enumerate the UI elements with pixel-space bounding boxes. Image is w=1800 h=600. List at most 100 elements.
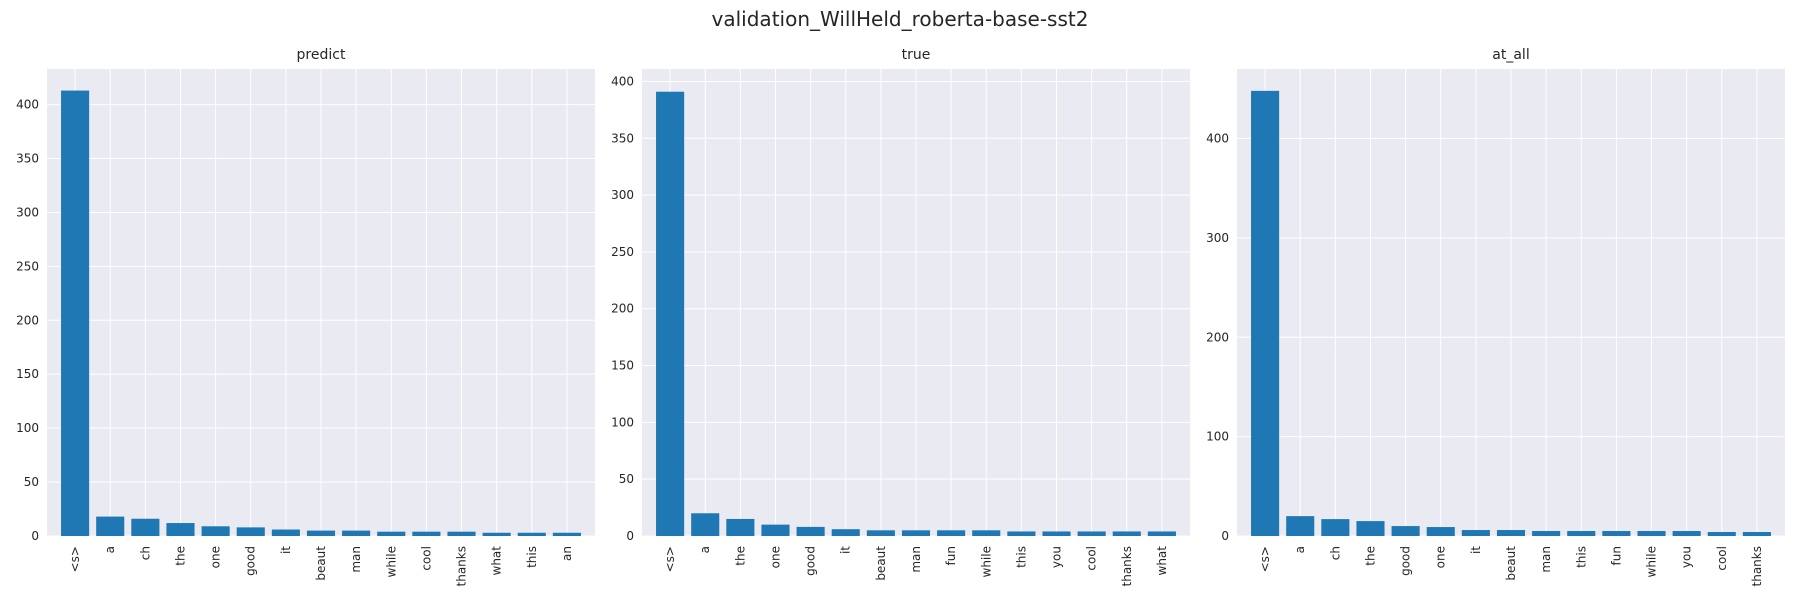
- y-tick-label: 350: [16, 152, 39, 166]
- bar: [1042, 531, 1071, 536]
- bar: [1637, 531, 1666, 536]
- x-tick-label: fun: [944, 546, 958, 565]
- bar: [1707, 532, 1736, 536]
- x-tick-label: a: [103, 546, 117, 553]
- y-tick-label: 300: [16, 205, 39, 219]
- bar: [1426, 527, 1455, 536]
- x-tick-label: <s>: [1258, 546, 1272, 572]
- x-tick-label: while: [384, 546, 398, 577]
- x-tick-label: cool: [1085, 546, 1099, 571]
- bar: [517, 532, 546, 536]
- bar: [972, 530, 1001, 536]
- bar: [482, 532, 511, 536]
- bar: [937, 530, 966, 536]
- bar: [61, 90, 90, 537]
- y-tick-label: 50: [619, 472, 634, 486]
- y-tick-label: 350: [611, 131, 634, 145]
- bar: [1391, 526, 1420, 536]
- bar: [726, 518, 755, 536]
- x-tick-label: ch: [138, 546, 152, 560]
- x-tick-label: beaut: [314, 546, 328, 581]
- x-tick-label: while: [1645, 546, 1659, 577]
- bar: [1496, 530, 1526, 536]
- x-tick-label: a: [1293, 546, 1307, 553]
- y-tick-label: 400: [16, 98, 39, 112]
- bar: [1602, 531, 1631, 536]
- x-tick-label: beaut: [1504, 546, 1518, 581]
- subplot-title: at_all: [1492, 47, 1529, 63]
- x-tick-label: fun: [1609, 546, 1623, 565]
- x-tick-label: an: [560, 546, 574, 561]
- x-tick-label: one: [209, 546, 223, 568]
- x-tick-label: man: [349, 546, 363, 573]
- y-tick-label: 0: [31, 529, 39, 543]
- x-tick-label: beaut: [874, 546, 888, 581]
- x-tick-label: good: [804, 546, 818, 576]
- x-tick-label: one: [1434, 546, 1448, 568]
- bar: [1461, 530, 1490, 536]
- x-tick-label: a: [698, 546, 712, 553]
- bar: [656, 91, 685, 536]
- bar: [1321, 519, 1350, 536]
- chart-panel-at-all: 0 100 200 300 400 <s> a ch the good one it beaut man t…: [1206, 47, 1785, 586]
- bar: [831, 529, 860, 536]
- bar: [1251, 90, 1280, 537]
- bar: [1147, 531, 1176, 536]
- bar: [412, 531, 441, 536]
- bar: [1742, 532, 1771, 536]
- x-tick-label: cool: [419, 546, 433, 571]
- bar: [901, 530, 931, 536]
- y-tick-label: 300: [1206, 231, 1229, 245]
- bar: [377, 531, 406, 536]
- y-tick-label: 150: [16, 367, 39, 381]
- y-tick-label: 100: [611, 415, 634, 429]
- bar: [96, 516, 125, 536]
- bar: [1672, 531, 1701, 536]
- y-tick-label: 50: [24, 475, 39, 489]
- bar: [271, 529, 300, 536]
- y-tick-label: 300: [611, 188, 634, 202]
- bar: [131, 518, 160, 536]
- x-tick-label: cool: [1715, 546, 1729, 571]
- subplot-title: true: [902, 47, 931, 63]
- x-tick-label: you: [1050, 546, 1064, 568]
- x-tick-label: thanks: [1750, 546, 1764, 586]
- x-tick-label: <s>: [663, 546, 677, 572]
- x-tick-label: this: [525, 546, 539, 568]
- subplot-title: predict: [297, 47, 346, 63]
- bar: [447, 531, 476, 536]
- bar: [166, 523, 195, 536]
- x-tick-label: man: [909, 546, 923, 573]
- y-tick-label: 400: [1206, 132, 1229, 146]
- bar: [1356, 521, 1385, 536]
- x-tick-label: the: [1363, 546, 1377, 566]
- bar: [1077, 531, 1106, 536]
- bar: [342, 530, 371, 536]
- chart-panel-true: 0 50 100 150 200 250 300 350 400 <s> a the one good it…: [611, 47, 1190, 586]
- x-tick-label: while: [979, 546, 993, 577]
- y-tick-label: 250: [16, 259, 39, 273]
- x-tick-label: what: [490, 546, 504, 576]
- bar: [306, 530, 336, 536]
- x-tick-label: ch: [1328, 546, 1342, 560]
- x-tick-label: one: [768, 546, 782, 568]
- bar: [691, 513, 720, 536]
- y-tick-label: 400: [611, 74, 634, 88]
- bar: [201, 526, 230, 536]
- x-tick-label: thanks: [455, 546, 469, 586]
- x-tick-label: thanks: [1120, 546, 1134, 586]
- y-tick-label: 100: [16, 421, 39, 435]
- y-tick-label: 250: [611, 245, 634, 259]
- x-tick-label: it: [1469, 546, 1483, 554]
- y-tick-label: 0: [626, 529, 634, 543]
- figure-title: validation_WillHeld_roberta-base-sst2: [711, 7, 1089, 31]
- x-tick-label: the: [733, 546, 747, 566]
- bar: [552, 532, 581, 536]
- y-tick-label: 150: [611, 359, 634, 373]
- bar: [1532, 531, 1561, 536]
- y-tick-label: 200: [16, 313, 39, 327]
- x-tick-label: good: [1399, 546, 1413, 576]
- x-tick-label: what: [1155, 546, 1169, 576]
- chart-panel-predict: 0 50 100 150 200 250 300 350 400 <s> a ch the one good…: [16, 47, 595, 586]
- y-tick-label: 0: [1221, 529, 1229, 543]
